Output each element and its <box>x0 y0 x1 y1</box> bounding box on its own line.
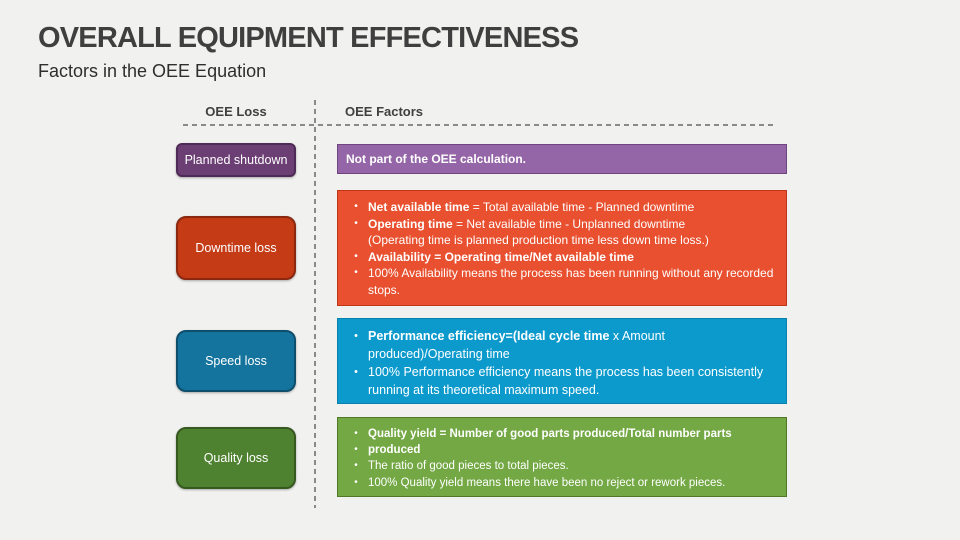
column-header-oee-loss: OEE Loss <box>205 104 267 119</box>
factor-line: • Operating time = Net available time - U… <box>344 216 778 233</box>
factor-line: • produced <box>344 442 778 458</box>
factor-line: • 100% Availability means the process has… <box>344 265 778 298</box>
loss-box-label: Planned shutdown <box>184 153 288 167</box>
factor-text: 100% Performance efficiency means the pr… <box>368 365 764 397</box>
bullet-marker: • <box>354 476 358 488</box>
bullet-marker: • <box>354 460 358 472</box>
factor-text: The ratio of good pieces to total pieces… <box>368 460 569 473</box>
bullet-marker <box>344 232 368 249</box>
column-header-oee-factors: OEE Factors <box>345 104 424 119</box>
loss-box: Planned shutdown <box>176 143 296 177</box>
page-title: OVERALL EQUIPMENT EFFECTIVENESS <box>38 22 579 54</box>
loss-box-label: Quality loss <box>203 451 269 465</box>
factor-line: • The ratio of good pieces to total piece… <box>344 458 778 474</box>
factor-text: produced <box>368 444 421 457</box>
factor-box: • Performance efficiency=(Ideal cycle tim… <box>337 318 787 404</box>
loss-box-label: Downtime loss <box>195 241 277 255</box>
bullet-marker: • <box>354 217 358 229</box>
factor-line: • 100% Quality yield means there have bee… <box>344 475 778 491</box>
loss-box: Speed loss <box>176 330 296 392</box>
factor-line: • Performance efficiency=(Ideal cycle tim… <box>344 327 778 363</box>
bullet-marker: • <box>354 201 358 212</box>
factor-box: • Quality yield = Number of good parts pr… <box>337 417 787 497</box>
factor-text: 100% Availability means the process has … <box>368 266 774 297</box>
factor-line: • 100% Performance efficiency means the … <box>344 363 778 399</box>
loss-box-label: Speed loss <box>205 354 267 368</box>
bullet-marker: • <box>354 428 358 439</box>
bullet-marker: • <box>354 330 358 342</box>
factor-text: (Operating time is planned production ti… <box>368 233 709 248</box>
factor-text: Not part of the OEE calculation. <box>346 152 527 166</box>
factor-box: • Net available time = Total available ti… <box>337 190 787 306</box>
factor-text: Operating time = Net available time - Un… <box>368 216 686 231</box>
factor-line: (Operating time is planned production ti… <box>344 232 778 249</box>
factor-line: Not part of the OEE calculation. <box>344 152 778 166</box>
factor-line: • Availability = Operating time/Net avail… <box>344 249 778 266</box>
factor-text: Performance efficiency=(Ideal cycle time… <box>368 329 666 361</box>
factor-box: Not part of the OEE calculation. <box>337 144 787 174</box>
bullet-marker: • <box>354 366 358 378</box>
loss-box: Quality loss <box>176 427 296 489</box>
loss-box: Downtime loss <box>176 216 296 280</box>
bullet-marker: • <box>354 267 358 279</box>
horizontal-dashed-divider <box>183 124 775 126</box>
factor-text: 100% Quality yield means there have been… <box>368 476 726 489</box>
page-subtitle: Factors in the OEE Equation <box>38 61 267 81</box>
factor-line: • Quality yield = Number of good parts pr… <box>344 426 778 442</box>
bullet-marker: • <box>354 250 358 262</box>
vertical-dashed-divider <box>314 100 316 508</box>
bullet-marker: • <box>354 444 358 456</box>
factor-text: Net available time = Total available tim… <box>368 200 695 214</box>
factor-text: Availability = Operating time/Net availa… <box>368 249 634 264</box>
factor-line: • Net available time = Total available ti… <box>344 199 778 216</box>
factor-text: Quality yield = Number of good parts pro… <box>368 428 732 440</box>
